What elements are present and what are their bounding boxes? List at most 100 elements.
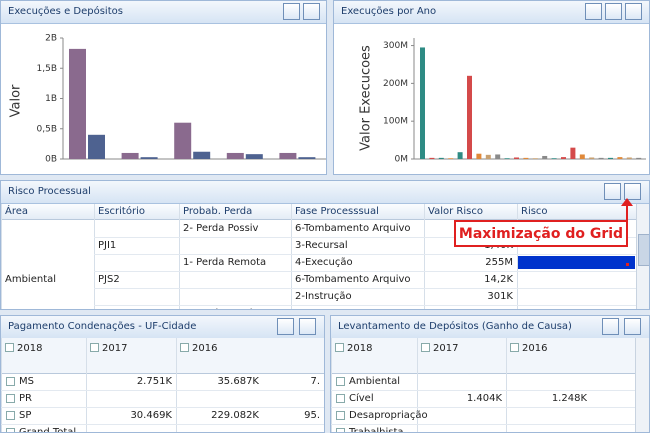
scrollbar bbox=[635, 338, 649, 432]
column-divider bbox=[424, 204, 425, 309]
scroll-thumb bbox=[638, 234, 649, 266]
column-header: 2016 bbox=[522, 343, 548, 354]
bar bbox=[626, 157, 632, 159]
maximize-button[interactable] bbox=[299, 318, 316, 335]
row-line bbox=[331, 424, 635, 425]
column-divider bbox=[86, 338, 87, 432]
expand-icon bbox=[336, 428, 345, 432]
expand-icon bbox=[6, 428, 15, 432]
column-divider bbox=[291, 204, 292, 309]
y-axis-label: Valor Execucoes bbox=[359, 45, 374, 151]
export-button[interactable] bbox=[602, 318, 619, 335]
y-tick-label: 300M bbox=[383, 41, 408, 51]
column-header: Área bbox=[5, 206, 29, 217]
cell: 2- Perda Possiv bbox=[183, 308, 258, 309]
cell: 1- Perda Remota bbox=[183, 257, 267, 268]
column-header: Probab. Perda bbox=[183, 206, 253, 217]
bar bbox=[579, 154, 585, 159]
y-tick-label: 100M bbox=[383, 117, 408, 127]
expand-icon bbox=[6, 377, 15, 386]
panel-title: Pagamento Condenações - UF-Cidade bbox=[1, 316, 324, 339]
export-button[interactable] bbox=[604, 183, 621, 200]
chart: 0M 100M 200M 300M Valor Execucoes bbox=[359, 38, 646, 165]
y-tick-label: 200M bbox=[383, 79, 408, 89]
bar bbox=[476, 153, 482, 159]
row-line bbox=[94, 305, 636, 306]
row-label: PR bbox=[19, 393, 32, 404]
column-header: Fase Processsual bbox=[295, 206, 379, 217]
column-divider bbox=[176, 338, 177, 432]
panel: Risco Processual Área Escritório Probab. Pe… bbox=[0, 180, 650, 310]
bar bbox=[279, 152, 297, 159]
cell: 30.469K bbox=[130, 410, 172, 421]
column-header: 2017 bbox=[102, 343, 128, 354]
header-row bbox=[1, 204, 636, 220]
row-label: SP bbox=[19, 410, 32, 421]
export-button[interactable] bbox=[283, 3, 300, 20]
risk-bar bbox=[518, 256, 635, 269]
column-header: Valor Risco bbox=[428, 206, 483, 217]
panel: Pagamento Condenações - UF-Cidade 2018 201… bbox=[0, 315, 325, 433]
row-label: Desapropriação bbox=[349, 410, 428, 421]
column-divider bbox=[179, 204, 180, 309]
cell: Ambiental bbox=[5, 274, 57, 285]
bar bbox=[121, 152, 139, 159]
column-header: Escritório bbox=[98, 206, 145, 217]
cell: 35.687K bbox=[217, 376, 259, 387]
column-divider bbox=[1, 204, 2, 309]
expand-icon bbox=[336, 411, 345, 420]
bar bbox=[193, 151, 211, 159]
bar bbox=[608, 157, 613, 159]
cell: PJS2 bbox=[98, 274, 120, 285]
panel-title: Execuções por Ano bbox=[334, 1, 649, 24]
panel-title: Execuções e Depósitos bbox=[1, 1, 326, 24]
bar bbox=[298, 157, 316, 159]
cell: 2.751K bbox=[136, 376, 172, 387]
bar bbox=[467, 75, 472, 159]
bar bbox=[589, 157, 595, 159]
expand-icon bbox=[336, 394, 345, 403]
undo-button[interactable] bbox=[605, 3, 622, 20]
column-divider bbox=[1, 338, 2, 432]
y-tick-label: 0,5B bbox=[37, 124, 58, 134]
row-label: Grand Total bbox=[19, 427, 77, 433]
export-button[interactable] bbox=[277, 318, 294, 335]
bar bbox=[598, 157, 604, 159]
risk-dot bbox=[626, 263, 629, 266]
bar bbox=[438, 157, 444, 159]
bar bbox=[570, 147, 576, 159]
maximize-button[interactable] bbox=[625, 3, 642, 20]
bar bbox=[514, 157, 519, 159]
bar bbox=[617, 157, 623, 159]
y-tick-label: 1,5B bbox=[37, 64, 58, 74]
column-header: 2018 bbox=[17, 343, 43, 354]
maximize-button[interactable] bbox=[624, 183, 641, 200]
row-label: Ambiental bbox=[349, 376, 401, 387]
maximize-button[interactable] bbox=[624, 318, 641, 335]
column-divider bbox=[506, 338, 507, 432]
maximize-button[interactable] bbox=[303, 3, 320, 20]
export-button[interactable] bbox=[585, 3, 602, 20]
bar bbox=[245, 154, 263, 159]
chart: 0B 0,5B 1B 1,5B 2B Valor bbox=[9, 34, 326, 165]
column-divider bbox=[94, 204, 95, 309]
cell: 1.404K bbox=[466, 393, 502, 404]
panel: Execuções por Ano 0M 100M 200M 300M Valor Exe… bbox=[333, 0, 650, 175]
panel-title: Risco Processual bbox=[1, 181, 649, 204]
y-tick-label: 0B bbox=[45, 155, 57, 165]
cell: 255M bbox=[485, 257, 513, 268]
column-divider bbox=[417, 338, 418, 432]
row-line bbox=[1, 390, 324, 391]
row-line bbox=[94, 254, 636, 255]
expand-icon bbox=[90, 343, 99, 352]
cell: 1.248K bbox=[551, 393, 587, 404]
y-tick-label: 0M bbox=[395, 155, 409, 165]
bar bbox=[561, 157, 566, 159]
bar bbox=[636, 157, 642, 159]
bar bbox=[457, 152, 463, 159]
expand-icon bbox=[180, 343, 189, 352]
cell: PJI1 bbox=[98, 240, 117, 251]
pivot-header bbox=[331, 338, 635, 374]
pivot-header bbox=[1, 338, 324, 374]
